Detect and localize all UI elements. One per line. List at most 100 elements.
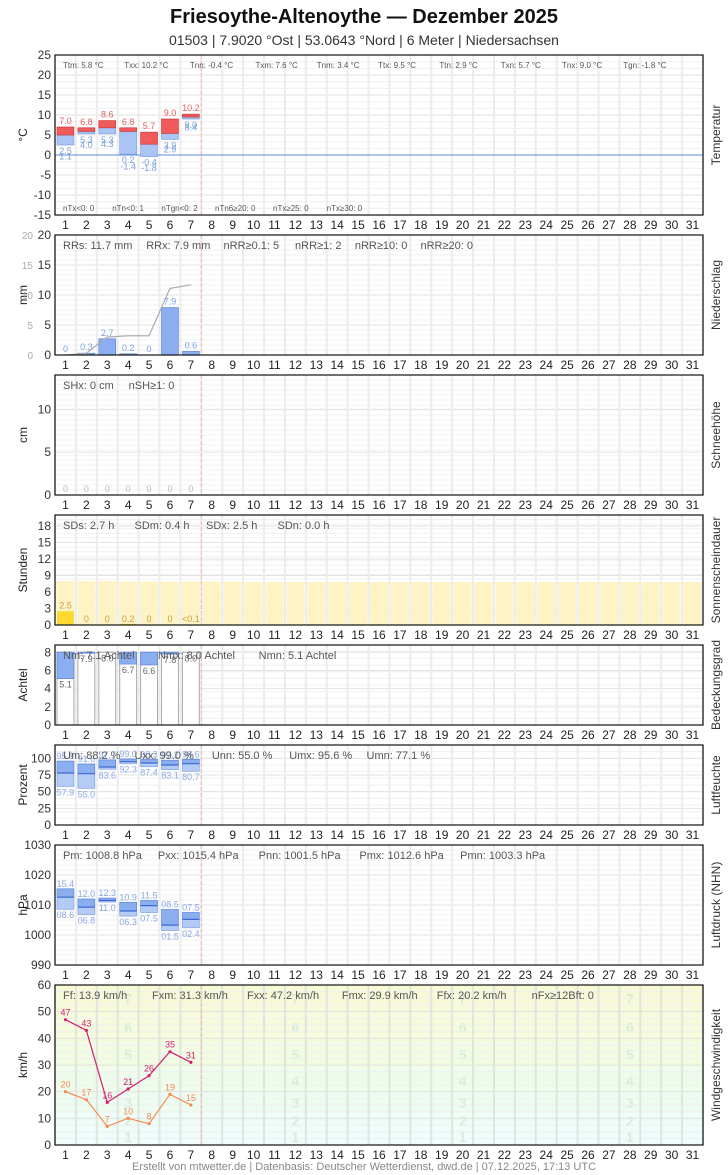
x-tick-label: 10 bbox=[247, 968, 261, 982]
x-tick-label: 14 bbox=[331, 358, 345, 372]
data-label: 4.3 bbox=[101, 139, 114, 149]
x-tick-label: 1 bbox=[62, 218, 69, 232]
x-tick-label: 7 bbox=[188, 628, 195, 642]
panel-title: Bedeckungsgrad bbox=[709, 640, 723, 730]
data-label: 8 bbox=[147, 1112, 152, 1122]
panel-title: Niederschlag bbox=[709, 260, 723, 330]
range-upper-bar bbox=[56, 760, 75, 774]
stat-text: nRR≥20: 0 bbox=[421, 240, 474, 252]
data-label: 1.1 bbox=[59, 152, 72, 162]
plot-frame bbox=[54, 744, 704, 826]
x-tick-label: 22 bbox=[498, 828, 512, 842]
data-label: 0 bbox=[167, 614, 172, 624]
cumulative-precip-line bbox=[65, 284, 191, 356]
y-tick-label: 990 bbox=[31, 958, 51, 972]
x-tick-label: 24 bbox=[540, 828, 554, 842]
x-tick-label: 17 bbox=[393, 498, 407, 512]
y-tick-label: 15 bbox=[38, 536, 52, 550]
x-tick-label: 26 bbox=[581, 628, 595, 642]
x-tick-label: 21 bbox=[477, 1148, 491, 1162]
possible-sunshine-bar bbox=[98, 581, 117, 625]
x-tick-label: 6 bbox=[167, 728, 174, 742]
possible-sunshine-bar bbox=[181, 581, 200, 625]
y-tick-label: 25 bbox=[38, 48, 52, 62]
range-upper-bar bbox=[77, 763, 96, 775]
data-label: 11.0 bbox=[99, 903, 116, 913]
y-tick-label: 9 bbox=[44, 569, 51, 583]
x-tick-label: 16 bbox=[372, 968, 386, 982]
sunshine-bar bbox=[57, 611, 74, 625]
y-tick-label: -10 bbox=[34, 188, 52, 202]
x-tick-label: 23 bbox=[519, 828, 533, 842]
x-tick-label: 27 bbox=[602, 498, 616, 512]
beaufort-label: 2 bbox=[291, 1113, 299, 1129]
x-tick-label: 22 bbox=[498, 728, 512, 742]
data-label: 20 bbox=[60, 1080, 70, 1090]
x-tick-label: 7 bbox=[188, 498, 195, 512]
x-tick-label: 11 bbox=[268, 218, 281, 232]
x-tick-label: 3 bbox=[104, 358, 111, 372]
x-tick-label: 3 bbox=[104, 498, 111, 512]
stat-text: Nmn: 5.1 Achtel bbox=[259, 650, 337, 662]
x-tick-label: 31 bbox=[686, 358, 700, 372]
x-tick-label: 30 bbox=[665, 828, 679, 842]
x-tick-label: 2 bbox=[83, 1148, 90, 1162]
possible-sunshine-bar bbox=[390, 582, 409, 625]
data-label: -1.8 bbox=[141, 163, 157, 173]
x-tick-label: 6 bbox=[167, 828, 174, 842]
x-tick-label: 1 bbox=[62, 498, 69, 512]
x-tick-label: 23 bbox=[519, 218, 533, 232]
data-label: 87.4 bbox=[140, 768, 158, 778]
y-tick-label: 4 bbox=[44, 682, 51, 696]
data-label: 0 bbox=[147, 614, 152, 624]
x-tick-label: 19 bbox=[435, 498, 449, 512]
y-tick-label: 2 bbox=[44, 700, 51, 714]
x-tick-label: 31 bbox=[686, 828, 700, 842]
x-tick-label: 22 bbox=[498, 498, 512, 512]
x-tick-label: 16 bbox=[372, 218, 386, 232]
x-tick-label: 13 bbox=[310, 218, 324, 232]
x-tick-label: 23 bbox=[519, 628, 533, 642]
x-tick-label: 10 bbox=[247, 628, 261, 642]
x-tick-label: 26 bbox=[581, 218, 595, 232]
data-label: -0.4 bbox=[141, 158, 157, 168]
x-tick-label: 9 bbox=[229, 728, 236, 742]
range-lower-bar bbox=[161, 924, 179, 931]
y-tick-label: 0 bbox=[44, 488, 51, 502]
data-point bbox=[189, 1103, 193, 1107]
x-tick-label: 13 bbox=[310, 968, 324, 982]
x-tick-label: 26 bbox=[581, 1148, 595, 1162]
x-tick-label: 11 bbox=[268, 358, 281, 372]
data-label: 8.0 bbox=[185, 653, 198, 663]
data-point bbox=[63, 1090, 68, 1094]
stat-text: Nm: 7.1 Achtel bbox=[63, 650, 135, 662]
x-tick-label: 11 bbox=[268, 728, 281, 742]
x-tick-label: 8 bbox=[208, 728, 215, 742]
data-label: 2.7 bbox=[101, 328, 114, 338]
data-label: 0 bbox=[188, 484, 193, 494]
x-tick-label: 19 bbox=[435, 1148, 449, 1162]
x-tick-label: 25 bbox=[560, 498, 574, 512]
x-tick-label: 23 bbox=[519, 968, 533, 982]
panel-title: Luftfeuchte bbox=[709, 755, 723, 815]
possible-sunshine-bar bbox=[495, 582, 514, 625]
x-tick-label: 11 bbox=[268, 968, 281, 982]
x-tick-label: 23 bbox=[519, 728, 533, 742]
data-label: 5.3 bbox=[80, 135, 93, 145]
x-tick-label: 6 bbox=[167, 218, 174, 232]
panel-title: Sonnenscheindauer bbox=[709, 517, 723, 624]
possible-sunshine-bar bbox=[516, 582, 535, 625]
x-tick-label: 2 bbox=[83, 728, 90, 742]
y-tick-label: 5 bbox=[44, 128, 51, 142]
data-label: 15.4 bbox=[57, 879, 75, 889]
x-tick-label: 8 bbox=[208, 828, 215, 842]
x-tick-label: 13 bbox=[310, 1148, 324, 1162]
beaufort-label: 2 bbox=[124, 1113, 132, 1129]
y-tick-label: 75 bbox=[38, 768, 52, 782]
x-tick-label: 27 bbox=[602, 1148, 616, 1162]
x-tick-label: 13 bbox=[310, 498, 324, 512]
stat-text: Ffx: 20.2 km/h bbox=[437, 990, 507, 1002]
x-tick-label: 26 bbox=[581, 358, 595, 372]
